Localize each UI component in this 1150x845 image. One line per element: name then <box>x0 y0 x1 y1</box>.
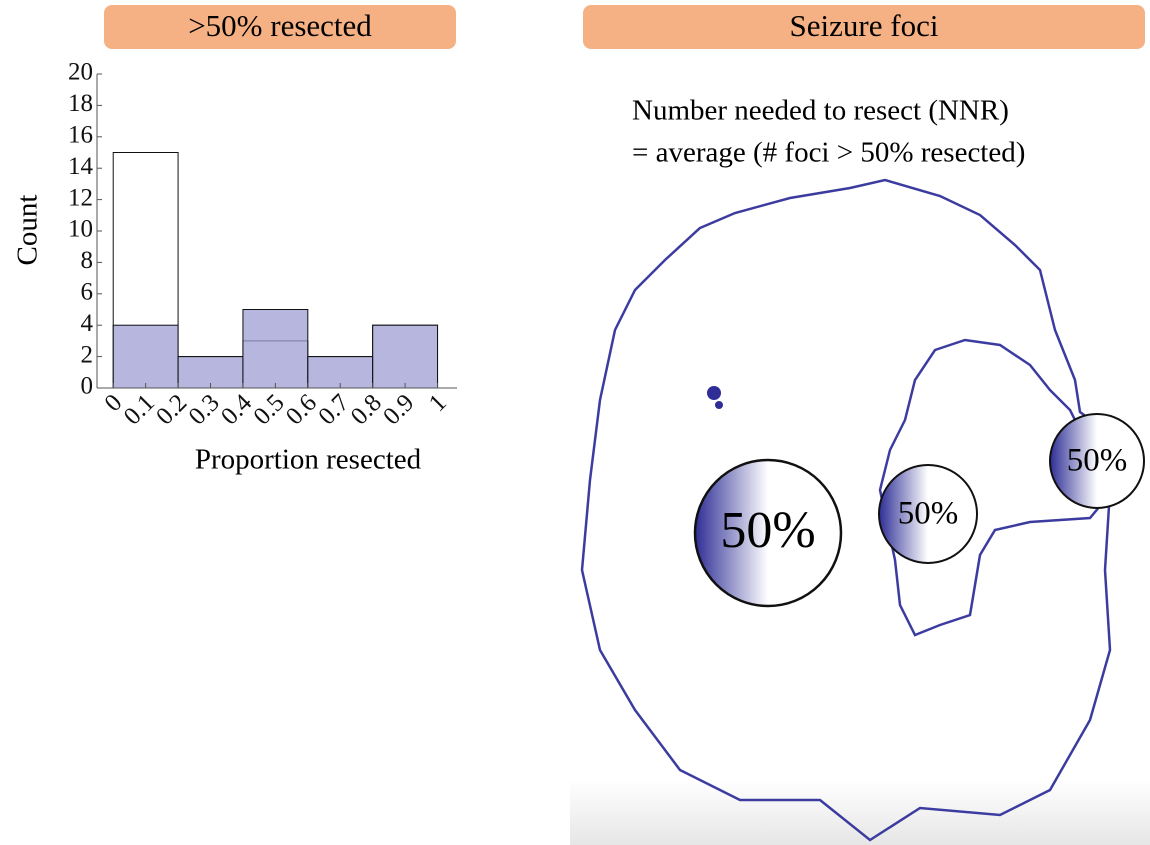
y-tick-label: 14 <box>68 153 94 180</box>
focus-circle <box>693 458 843 608</box>
y-tick-label: 0 <box>81 373 94 400</box>
brain-outline <box>580 178 1112 842</box>
focus-label: 50% <box>720 502 815 559</box>
resection-outline <box>878 338 1107 637</box>
annotation: Number needed to resect (NNR) <box>632 95 1009 127</box>
y-tick-label: 6 <box>81 279 94 306</box>
bar <box>112 324 179 389</box>
annotation: = average (# foci > 50% resected) <box>632 137 1025 169</box>
chart-title: >50% resected <box>188 8 372 43</box>
floor-shade <box>570 780 1150 845</box>
bar <box>372 324 439 389</box>
y-axis-label: Count <box>12 195 44 266</box>
bar <box>307 356 374 389</box>
focus-circle <box>878 464 978 564</box>
title-banner <box>104 5 456 49</box>
y-tick-label: 2 <box>81 341 94 368</box>
title-banner <box>583 5 1145 49</box>
x-axis-label: Proportion resected <box>195 444 422 476</box>
y-tick-label: 8 <box>81 247 94 274</box>
x-tick-label: 0.9 <box>378 389 419 430</box>
focus-label: 50% <box>1067 443 1128 479</box>
y-tick-label: 18 <box>68 90 93 117</box>
focus-dot <box>715 401 723 409</box>
focus-label: 50% <box>898 496 959 532</box>
y-tick-label: 12 <box>68 184 93 211</box>
diagram-title: Seizure foci <box>790 8 939 43</box>
y-tick-label: 4 <box>81 310 94 337</box>
y-tick-label: 10 <box>68 216 93 243</box>
y-tick-label: 16 <box>68 122 93 149</box>
bar <box>177 356 244 389</box>
bar <box>242 309 309 389</box>
x-tick-label: 1 <box>424 389 452 417</box>
focus-dot <box>707 386 721 400</box>
focus-circle <box>1049 413 1145 509</box>
y-tick-label: 20 <box>68 59 93 86</box>
